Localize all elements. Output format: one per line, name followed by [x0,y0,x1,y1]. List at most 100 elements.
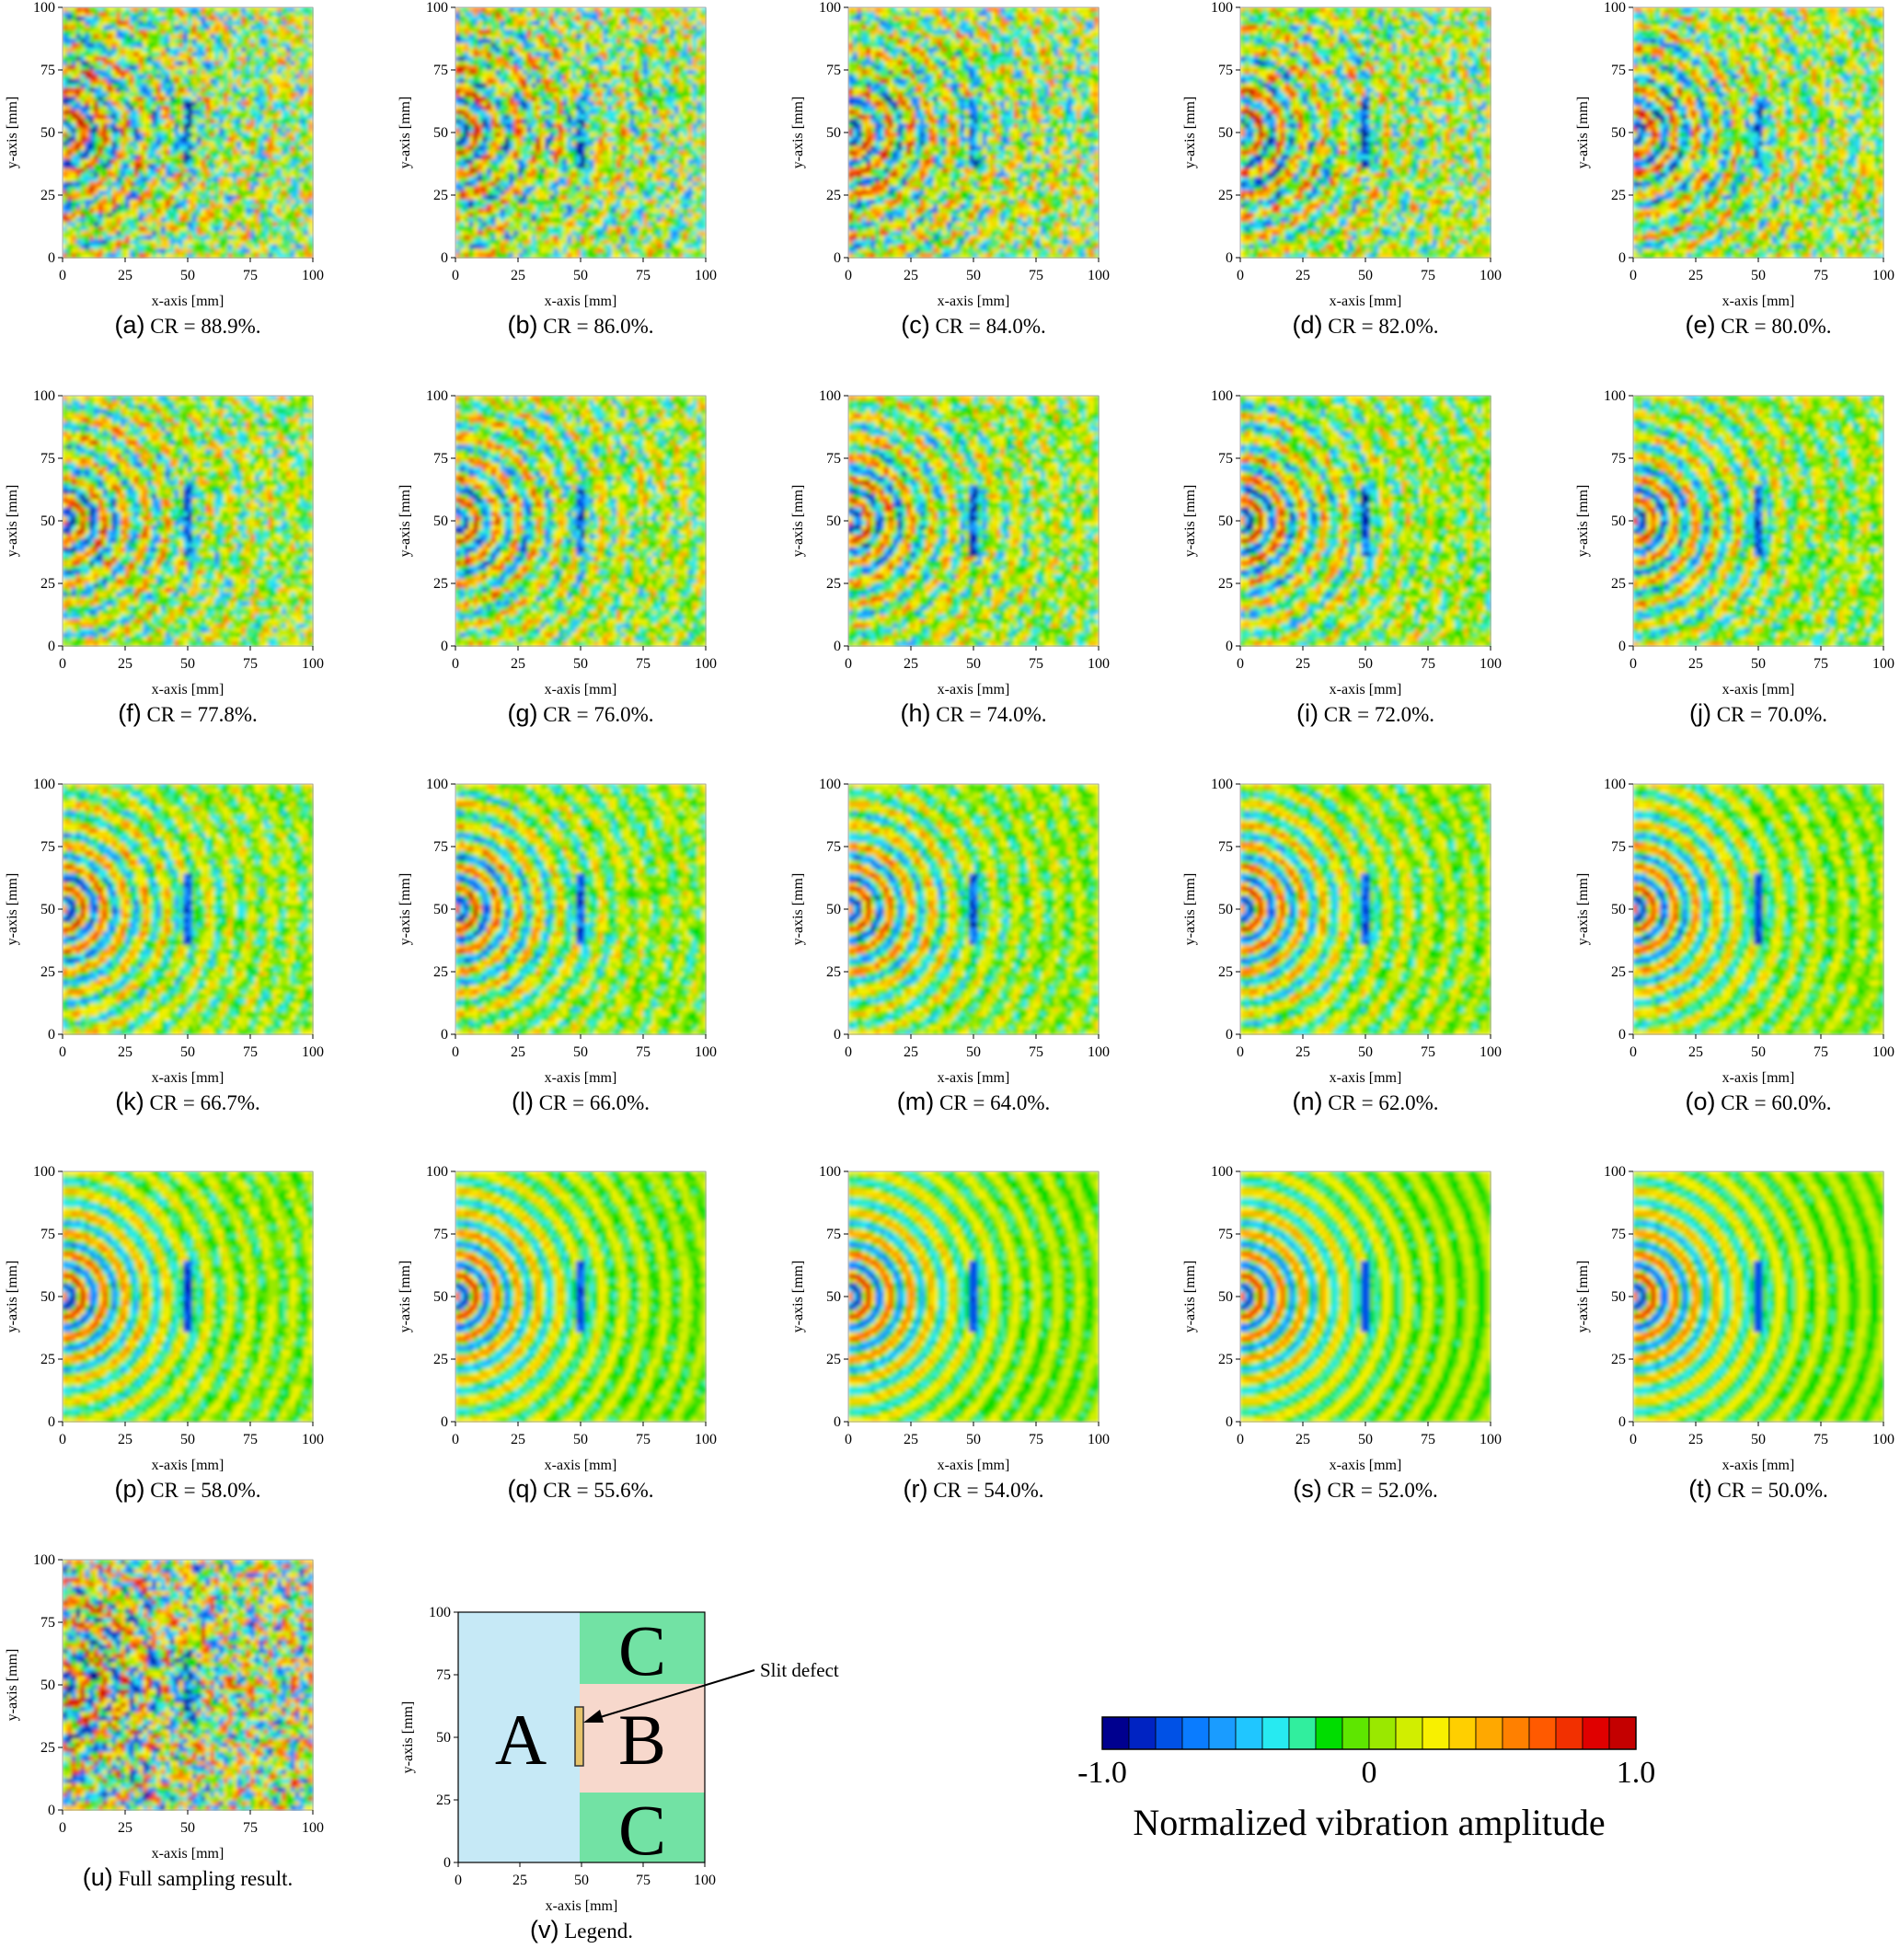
heatmap-cell [219,75,224,79]
heatmap-cell [192,123,197,128]
heatmap-cell [76,123,81,128]
heatmap-cell [111,7,116,12]
heatmap-cell [130,48,134,52]
heatmap-cell [228,128,233,133]
heatmap-cell [116,137,121,142]
heatmap-cell [170,101,175,106]
heatmap-cell [183,133,188,137]
heatmap-cell [98,128,103,133]
heatmap-cell [236,52,241,57]
heatmap-cell [125,181,130,186]
heatmap-cell [192,48,197,52]
heatmap-cell [139,146,144,151]
heatmap-cell [188,106,192,110]
heatmap-cell [236,133,241,137]
heatmap-cell [94,79,98,84]
heatmap-cell [72,52,76,57]
heatmap-cell [76,21,81,26]
heatmap-cell [152,56,156,61]
heatmap-cell [166,17,170,21]
heatmap-cell [161,79,166,84]
heatmap-cell [94,101,98,106]
heatmap-cell [139,119,144,123]
heatmap-cell [166,159,170,164]
heatmap-cell [67,43,72,48]
heatmap-cell [134,106,139,110]
heatmap-cell [214,92,219,97]
heatmap-cell [228,200,233,204]
heatmap-cell [197,209,202,213]
heatmap-cell [236,181,241,186]
heatmap-cell [116,48,121,52]
heatmap-cell [63,146,67,151]
heatmap-cell [174,146,178,151]
heatmap-cell [98,39,103,43]
heatmap-cell [214,181,219,186]
heatmap-cell [98,12,103,17]
heatmap-cell [166,222,170,226]
heatmap-cell [205,29,210,34]
heatmap-cell [236,173,241,178]
heatmap-cell [161,75,166,79]
heatmap-cell [85,236,89,240]
heatmap-cell [188,34,192,39]
heatmap-cell [202,84,206,88]
heatmap-cell [205,87,210,92]
heatmap-cell [166,150,170,155]
heatmap-cell [121,97,125,101]
heatmap-cell [205,231,210,236]
heatmap-cell [94,87,98,92]
heatmap-cell [166,133,170,137]
heatmap-cell [224,213,228,217]
heatmap-cell [72,12,76,17]
heatmap-cell [108,48,112,52]
heatmap-cell [156,7,161,12]
heatmap-cell [188,142,192,146]
heatmap-cell [85,61,89,65]
heatmap-cell [63,123,67,128]
heatmap-cell [224,222,228,226]
heatmap-cell [139,248,144,253]
heatmap-cell [103,146,108,151]
heatmap-cell [98,222,103,226]
heatmap-cell [147,209,152,213]
heatmap-cell [147,173,152,178]
heatmap-cell [116,7,121,12]
heatmap-cell [76,190,81,195]
heatmap-cell [166,236,170,240]
heatmap-cell [152,48,156,52]
heatmap-cell [156,128,161,133]
heatmap-cell [228,146,233,151]
heatmap-cell [116,65,121,70]
heatmap-cell [147,119,152,123]
heatmap-cell [89,186,94,190]
heatmap-cell [170,222,175,226]
heatmap-cell [219,101,224,106]
heatmap-cell [156,213,161,217]
heatmap-cell [210,52,214,57]
heatmap-cell [147,52,152,57]
heatmap-cell [63,200,67,204]
heatmap-cell [178,56,183,61]
heatmap-cell [224,48,228,52]
heatmap-cell [170,106,175,110]
heatmap-cell [76,181,81,186]
heatmap-cell [166,209,170,213]
heatmap-cell [139,231,144,236]
heatmap-cell [183,190,188,195]
heatmap-cell [152,173,156,178]
heatmap-cell [63,209,67,213]
heatmap-cell [214,70,219,75]
heatmap-cell [143,231,147,236]
heatmap-cell [98,248,103,253]
heatmap-cell [192,34,197,39]
heatmap-cell [202,79,206,84]
heatmap-cell [178,173,183,178]
heatmap-cell [156,25,161,29]
heatmap-cell [85,84,89,88]
heatmap-cell [111,231,116,236]
heatmap-cell [85,204,89,209]
heatmap-cell [80,61,85,65]
heatmap-cell [241,213,246,217]
heatmap-cell [156,79,161,84]
